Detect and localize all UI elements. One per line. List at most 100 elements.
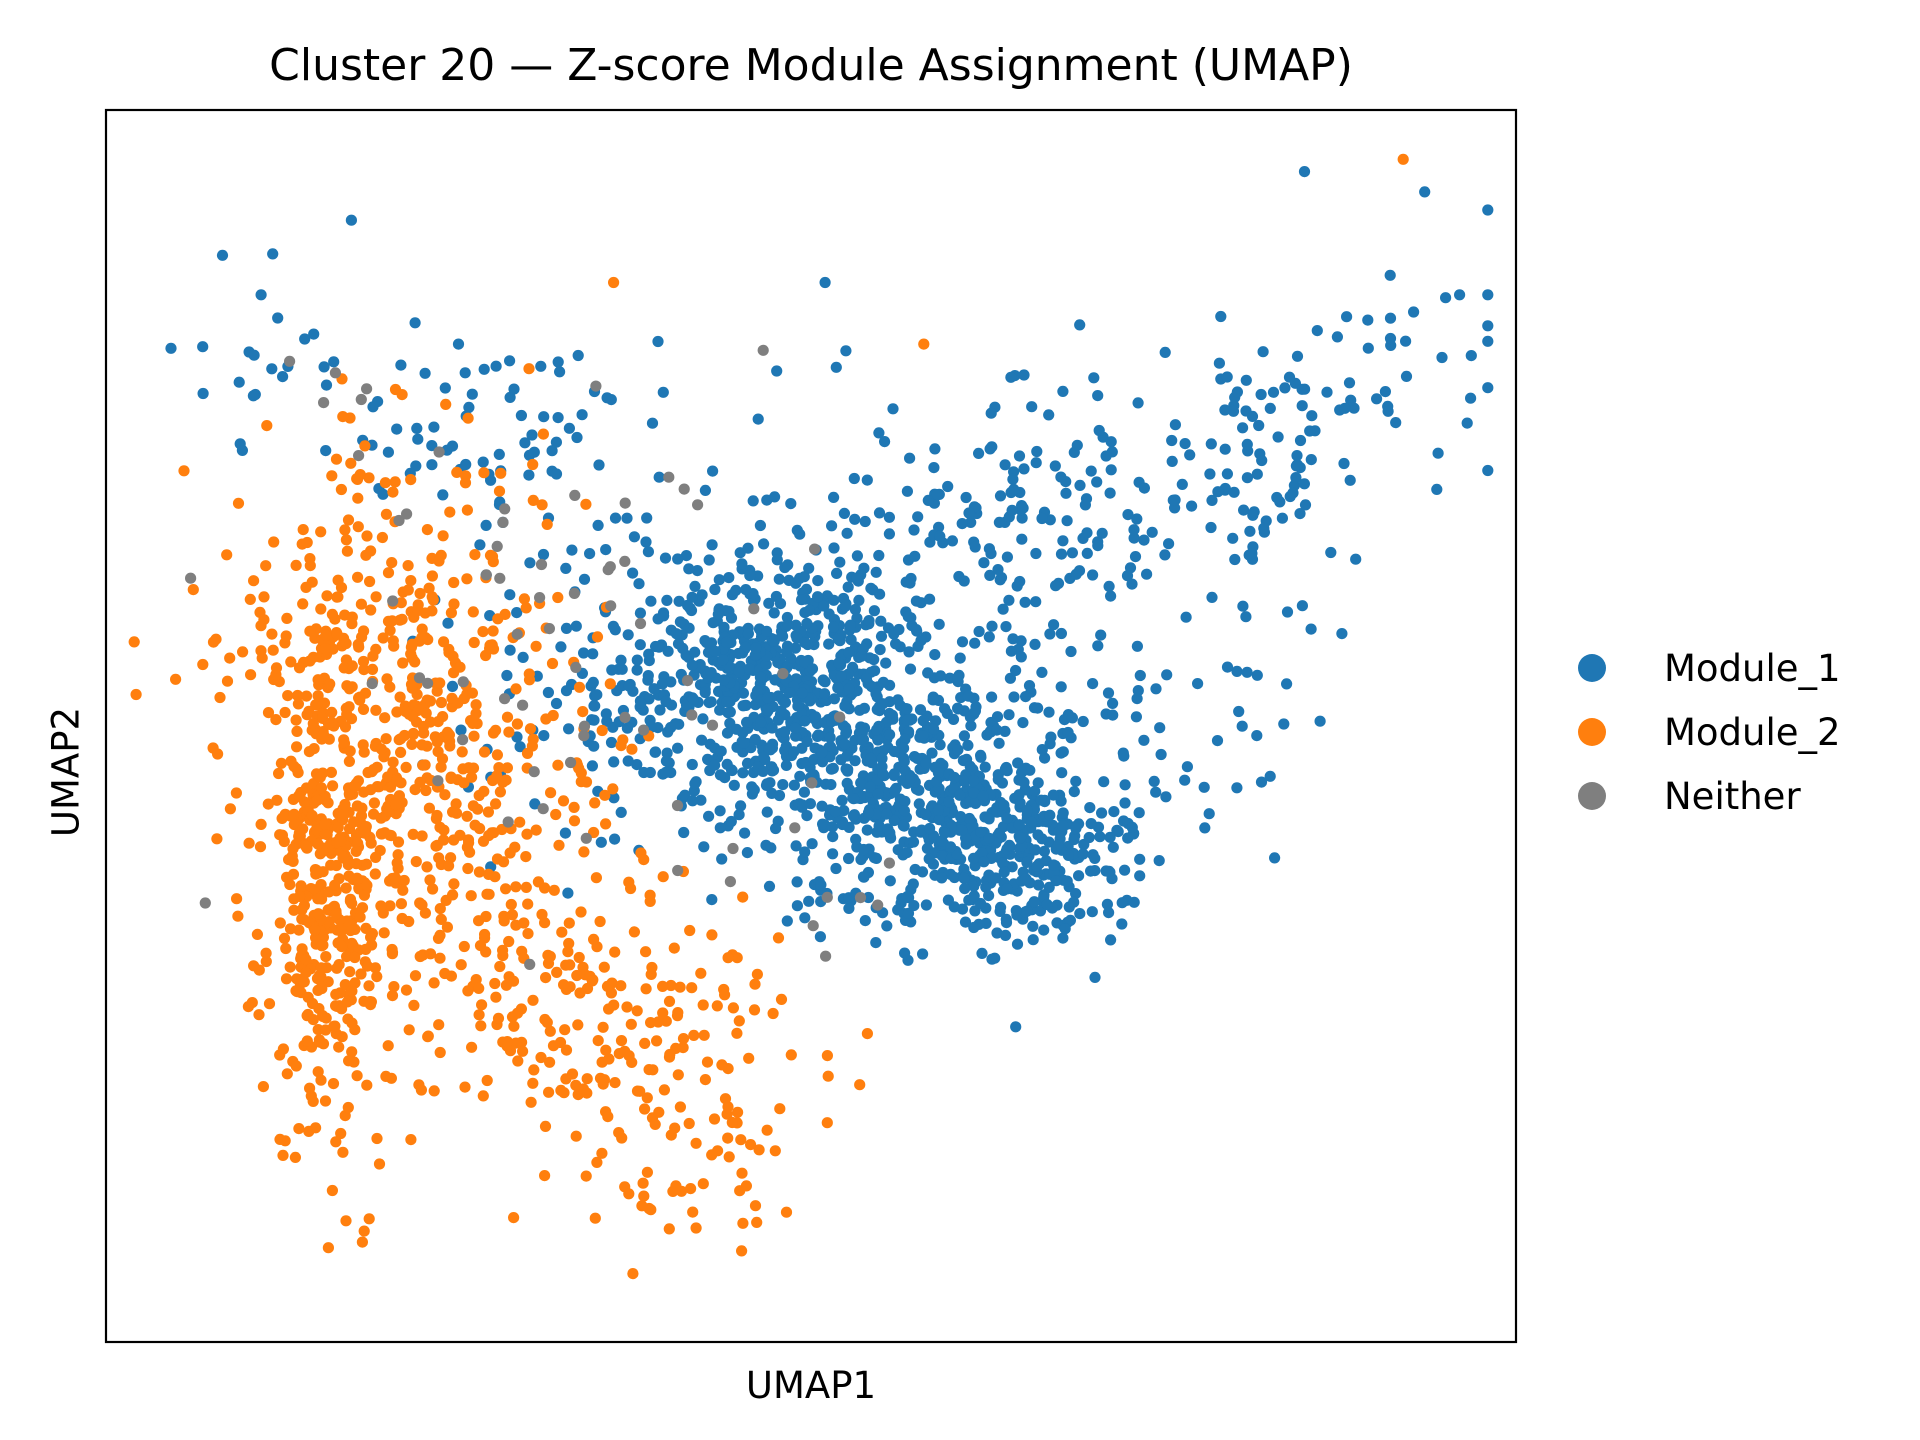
module-1-point <box>1052 839 1064 851</box>
module-1-point <box>960 491 972 504</box>
module-1-point <box>817 818 829 830</box>
module-1-point <box>474 539 486 551</box>
neither-point <box>724 876 737 888</box>
module-2-point <box>698 1029 710 1041</box>
module-2-point <box>462 862 474 875</box>
module-2-point <box>395 746 407 759</box>
module-1-point <box>1159 346 1171 358</box>
module-1-point <box>782 619 794 631</box>
module-1-point <box>890 638 902 650</box>
module-2-point <box>300 840 312 852</box>
module-2-point <box>380 733 392 745</box>
module-1-point <box>1044 628 1056 640</box>
module-1-point <box>1036 744 1048 756</box>
module-1-point <box>1138 534 1150 546</box>
module-1-point <box>615 806 627 819</box>
y-axis-label: UMAP2 <box>44 706 88 838</box>
module-1-point <box>1141 568 1153 580</box>
module-2-point <box>386 557 398 569</box>
module-2-point <box>396 613 408 625</box>
module-1-point <box>1048 859 1060 871</box>
module-2-point <box>545 787 557 799</box>
module-1-point <box>1264 770 1276 782</box>
module-1-point <box>266 363 278 375</box>
module-1-point <box>646 417 659 429</box>
module-1-point <box>642 674 654 686</box>
module-1-point <box>446 440 459 452</box>
module-2-point <box>341 996 353 1008</box>
module-2-point <box>300 690 313 702</box>
module-1-point <box>851 572 863 584</box>
module-2-point <box>735 1134 747 1146</box>
module-1-point <box>588 714 600 726</box>
module-2-point <box>297 524 309 536</box>
module-1-point <box>920 808 932 821</box>
module-2-point <box>346 985 358 997</box>
module-2-point <box>398 874 410 887</box>
module-2-point <box>514 816 526 828</box>
module-2-point <box>854 1079 866 1091</box>
module-1-point <box>1041 899 1053 911</box>
module-1-point <box>818 600 830 612</box>
module-1-point <box>751 685 764 697</box>
module-1-point <box>665 676 677 688</box>
module-2-point <box>645 1204 657 1216</box>
module-1-point <box>872 788 884 800</box>
module-1-point <box>903 646 915 658</box>
module-1-point <box>566 544 578 556</box>
module-1-point <box>1027 934 1039 946</box>
module-2-point <box>623 1188 635 1200</box>
module-2-point <box>358 995 370 1007</box>
module-1-point <box>1031 445 1043 458</box>
module-1-point <box>1148 775 1160 788</box>
module-2-point <box>727 1002 740 1014</box>
module-1-point <box>1241 666 1253 678</box>
module-2-point <box>617 734 629 746</box>
module-1-point <box>1159 549 1171 561</box>
module-2-point <box>330 1136 342 1148</box>
module-2-point <box>639 1103 651 1115</box>
module-2-point <box>737 1217 749 1229</box>
module-1-point <box>997 821 1010 833</box>
module-1-point <box>709 583 721 596</box>
module-1-point <box>873 507 886 519</box>
module-1-point <box>993 516 1006 529</box>
module-1-point <box>816 800 828 812</box>
module-1-point <box>773 573 785 585</box>
neither-point <box>524 958 536 971</box>
module-2-point <box>665 1129 677 1141</box>
module-1-point <box>1134 870 1146 882</box>
module-1-point <box>1246 547 1258 560</box>
module-1-point <box>1061 515 1073 527</box>
module-2-point <box>672 1069 684 1081</box>
neither-point <box>387 595 399 607</box>
module-1-point <box>409 317 421 329</box>
module-1-point <box>697 713 709 725</box>
module-1-point <box>963 812 976 825</box>
module-2-point <box>360 922 372 935</box>
module-1-point <box>1117 747 1129 759</box>
module-2-point <box>688 1029 700 1041</box>
neither-point <box>883 857 896 869</box>
module-1-point <box>714 822 726 834</box>
module-1-point <box>948 871 961 884</box>
module-2-point <box>326 470 338 482</box>
module-2-point <box>474 940 487 952</box>
module-1-point <box>783 687 796 699</box>
module-2-point <box>511 718 523 730</box>
module-2-point <box>346 1017 358 1029</box>
module-2-point <box>379 827 391 839</box>
module-2-point <box>268 536 280 548</box>
data-points <box>128 153 1494 1280</box>
module-1-point <box>997 603 1009 615</box>
module-2-point <box>290 714 302 726</box>
module-1-point <box>1231 386 1243 398</box>
module-2-point <box>544 1025 556 1037</box>
module-1-point <box>1128 532 1140 544</box>
module-1-point <box>1419 186 1431 198</box>
module-2-point <box>493 762 505 774</box>
module-1-point <box>1344 474 1356 486</box>
module-2-point <box>706 929 718 941</box>
module-1-point <box>879 436 891 448</box>
module-1-point <box>1039 752 1051 764</box>
